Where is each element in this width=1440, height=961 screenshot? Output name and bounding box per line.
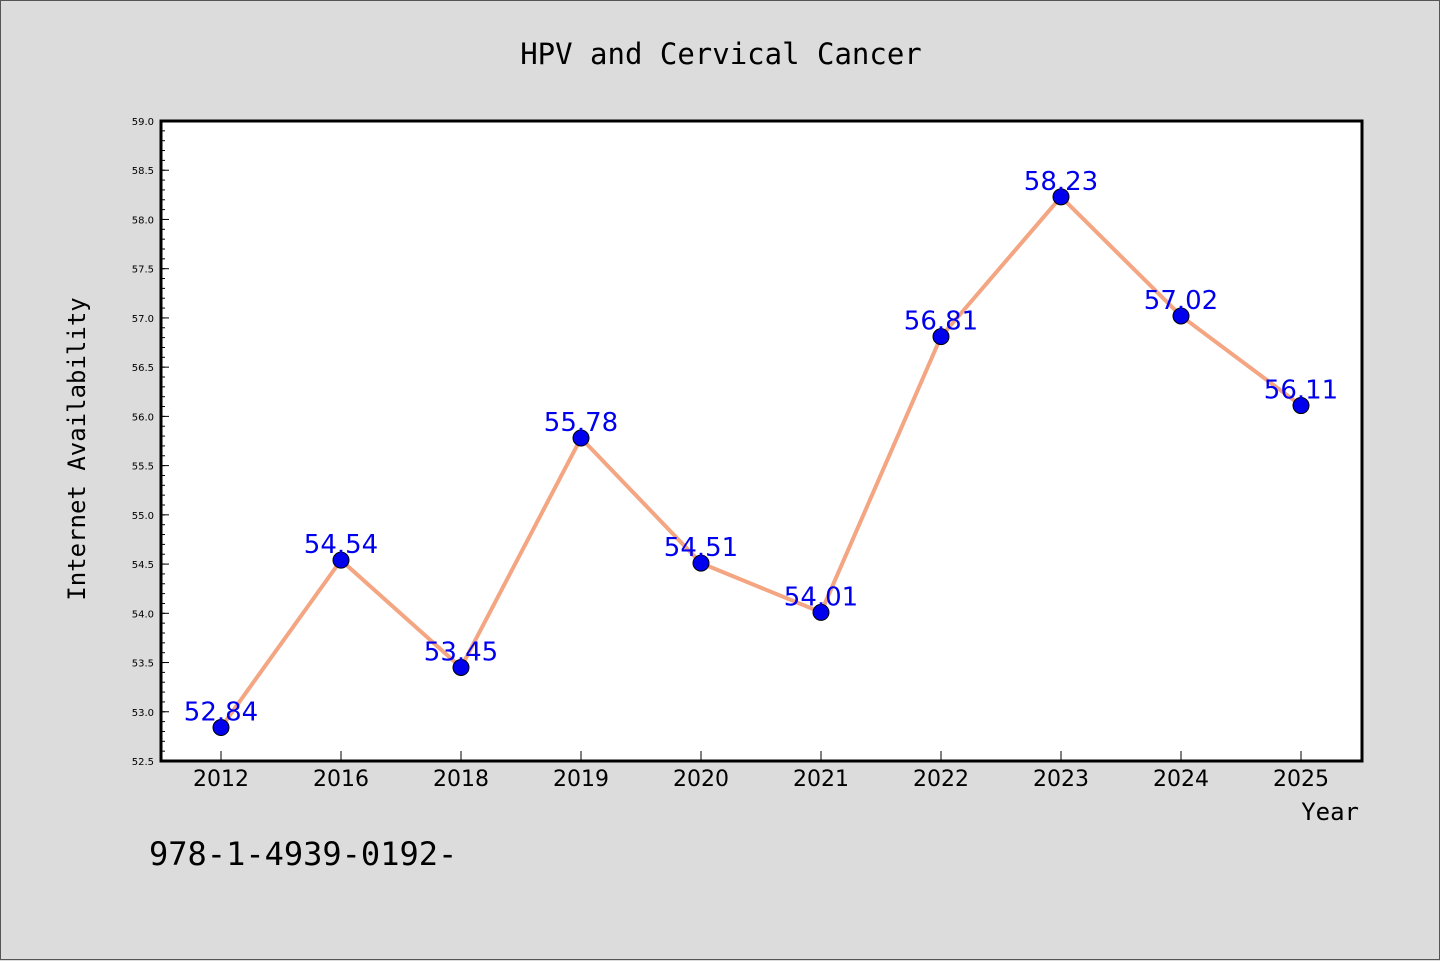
data-point (692, 554, 710, 572)
data-point (1172, 307, 1190, 325)
y-tick-label: 55.0 (132, 511, 154, 522)
data-label: 54.01 (784, 582, 858, 612)
data-point (572, 429, 590, 447)
data-point (452, 658, 470, 676)
data-label: 54.54 (304, 530, 378, 560)
y-tick-label: 58.5 (132, 166, 154, 177)
y-axis-label: Internet Availability (63, 297, 91, 600)
x-tick-label: 2018 (433, 767, 489, 792)
data-label: 55.78 (544, 408, 618, 438)
data-label: 53.45 (424, 637, 498, 667)
y-tick-label: 59.0 (132, 117, 154, 128)
series-layer (212, 188, 1310, 737)
y-tick-label: 55.5 (132, 462, 154, 473)
x-axis-label: Year (1301, 798, 1359, 826)
data-label: 58.23 (1024, 167, 1098, 197)
y-tick-label: 57.5 (132, 265, 154, 276)
footer-text: 978-1-4939-0192- (149, 835, 457, 873)
y-tick-label: 54.5 (132, 560, 154, 571)
data-point (212, 719, 230, 737)
series-line (219, 194, 1303, 729)
y-tick-label: 56.0 (132, 412, 154, 423)
x-tick-label: 2024 (1153, 767, 1209, 792)
x-tick-label: 2021 (793, 767, 849, 792)
y-tick-label: 54.0 (132, 609, 154, 620)
x-axis: 2012 2016 2018 2019 2020 2021 2022 2023 2024 2025 (193, 751, 1329, 792)
y-tick-label: 53.0 (132, 708, 154, 719)
x-tick-label: 2019 (553, 767, 609, 792)
x-tick-label: 2020 (673, 767, 729, 792)
y-tick-label: 52.5 (132, 757, 154, 768)
data-point (812, 603, 830, 621)
data-point (332, 551, 350, 569)
y-tick-label: 56.5 (132, 363, 154, 374)
data-label: 56.11 (1264, 376, 1338, 406)
x-tick-label: 2022 (913, 767, 969, 792)
data-labels: 52.84 54.54 53.45 55.78 54.51 54.01 56.81 58.23… (184, 167, 1338, 728)
x-tick-label: 2025 (1273, 767, 1329, 792)
data-label: 57.02 (1144, 286, 1218, 316)
data-label: 52.84 (184, 698, 258, 728)
x-tick-label: 2016 (313, 767, 369, 792)
y-tick-label: 53.5 (132, 659, 154, 670)
data-point (932, 328, 950, 346)
data-point (1052, 188, 1070, 206)
chart-title: HPV and Cervical Cancer (520, 37, 922, 71)
x-tick-label: 2012 (193, 767, 249, 792)
plot-area (159, 119, 1364, 763)
data-label: 54.51 (664, 533, 738, 563)
y-tick-label: 58.0 (132, 215, 154, 226)
y-tick-label: 57.0 (132, 314, 154, 325)
data-label: 56.81 (904, 307, 978, 337)
data-point (1292, 397, 1310, 415)
x-tick-label: 2023 (1033, 767, 1089, 792)
y-axis: 52.5 53.0 53.5 54.0 54.5 55.0 55.5 56.0 56.5 57.0… (132, 117, 169, 768)
